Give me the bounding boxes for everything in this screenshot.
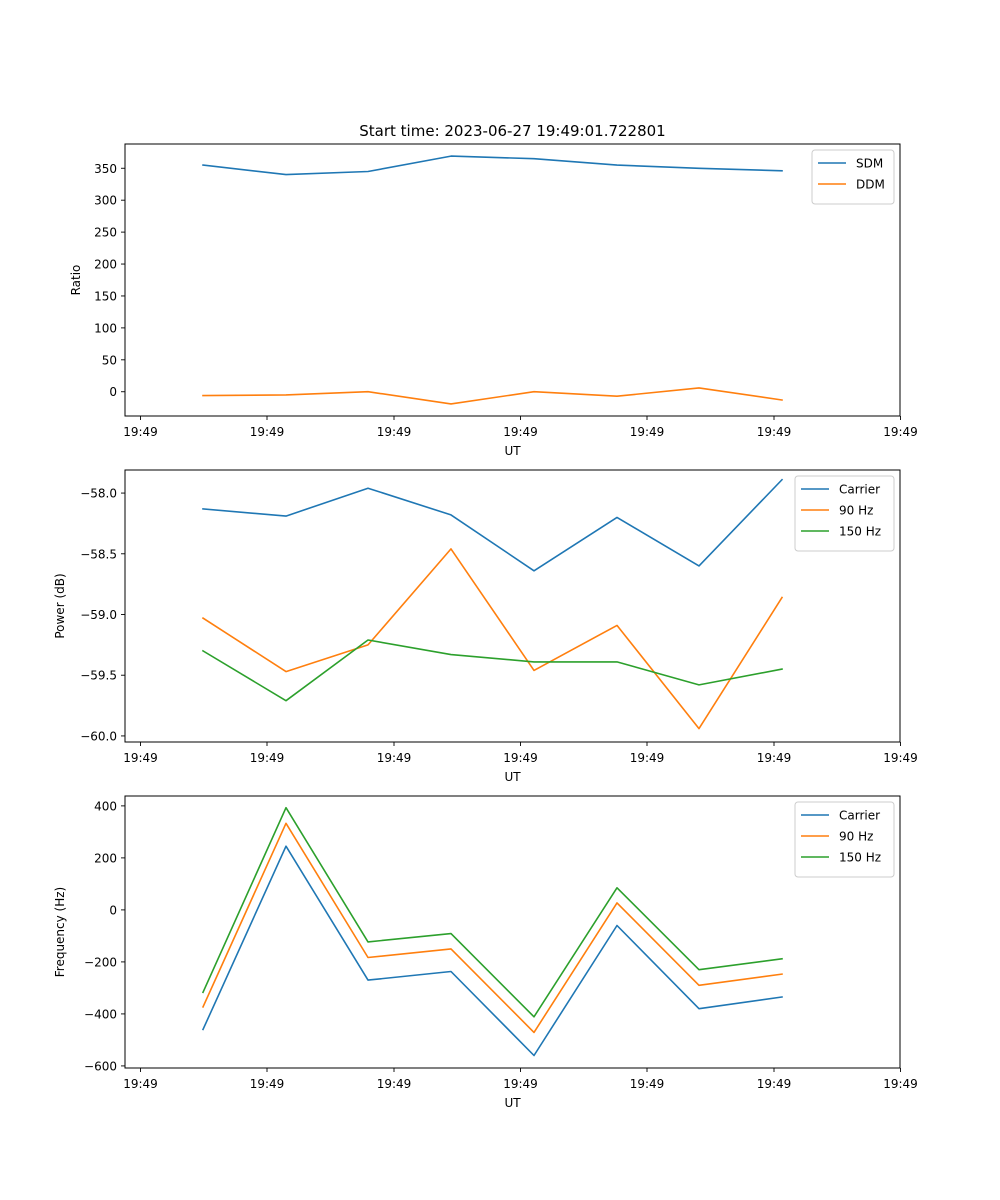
axes-frame: [124, 469, 901, 743]
legend-label: 90 Hz: [839, 830, 873, 844]
x-axis-label: UT: [504, 770, 521, 784]
legend-label: Carrier: [839, 809, 880, 823]
series-line-150-hz: [201, 806, 783, 1018]
y-tick-label: −58.5: [80, 547, 117, 561]
x-tick-label: 19:49: [883, 425, 918, 439]
x-tick-label: 19:49: [630, 425, 665, 439]
y-axis-label: Frequency (Hz): [53, 887, 67, 978]
chart-panel-2: 19:49 19:49 19:49 19:49 19:49 19:49 19:49 −60.0…: [53, 469, 918, 784]
x-tick-label: 19:49: [630, 751, 665, 765]
y-tick-label: −600: [84, 1059, 117, 1073]
legend-label: 150 Hz: [839, 851, 881, 865]
legend: Carrier 90 Hz 150 Hz: [794, 475, 895, 552]
figure-title: Start time: 2023-06-27 19:49:01.722801: [359, 122, 665, 140]
legend-label: SDM: [856, 157, 883, 171]
series-line-sdm: [202, 155, 783, 176]
y-axis-label: Ratio: [69, 265, 83, 296]
legend: Carrier 90 Hz 150 Hz: [794, 801, 895, 878]
series-line-90-hz: [201, 822, 783, 1034]
series-line-ddm: [202, 387, 783, 405]
chart-panel-1: 19:49 19:49 19:49 19:49 19:49 19:49 19:49 0 50 10…: [69, 143, 918, 458]
x-tick-label: 19:49: [250, 1077, 285, 1091]
x-tick-label: 19:49: [377, 751, 412, 765]
legend-label: Carrier: [839, 483, 880, 497]
x-tick-label: 19:49: [250, 425, 285, 439]
x-tick-label: 19:49: [630, 1077, 665, 1091]
y-tick-label: 400: [94, 799, 117, 813]
x-tick-label: 19:49: [123, 1077, 158, 1091]
y-axis-label: Power (dB): [53, 573, 67, 638]
x-tick-label: 19:49: [250, 751, 285, 765]
y-tick-label: 0: [109, 385, 117, 399]
y-tick-label: −59.5: [80, 669, 117, 683]
x-tick-label: 19:49: [377, 425, 412, 439]
axes-root: 19:49 19:49 19:49 19:49 19:49 19:49 19:49 0 50 10…: [53, 143, 918, 1110]
x-tick-label: 19:49: [757, 425, 792, 439]
series-line-carrier: [201, 845, 783, 1057]
x-axis-label: UT: [504, 1096, 521, 1110]
x-tick-label: 19:49: [377, 1077, 412, 1091]
y-tick-label: 250: [94, 226, 117, 240]
series-line-carrier: [202, 478, 784, 572]
legend-label: DDM: [856, 178, 885, 192]
y-tick-label: −58.0: [80, 487, 117, 501]
x-tick-label: 19:49: [123, 751, 158, 765]
x-tick-label: 19:49: [883, 1077, 918, 1091]
axes-frame: [124, 143, 901, 417]
series-line-150-hz: [201, 639, 783, 702]
x-tick-label: 19:49: [757, 1077, 792, 1091]
chart-panel-3: 19:49 19:49 19:49 19:49 19:49 19:49 19:49 −600 −…: [53, 795, 918, 1110]
x-tick-label: 19:49: [503, 425, 538, 439]
y-tick-label: 350: [94, 162, 117, 176]
y-tick-label: −60.0: [80, 729, 117, 743]
x-tick-label: 19:49: [503, 751, 538, 765]
legend-label: 150 Hz: [839, 525, 881, 539]
y-tick-label: 100: [94, 321, 117, 335]
y-tick-label: 300: [94, 194, 117, 208]
legend: SDM DDM: [811, 149, 895, 205]
y-tick-label: 0: [109, 903, 117, 917]
y-tick-label: −200: [84, 955, 117, 969]
y-tick-label: 200: [94, 851, 117, 865]
axes-frame: [124, 795, 901, 1069]
legend-box: [794, 801, 895, 878]
y-tick-label: 150: [94, 289, 117, 303]
x-tick-label: 19:49: [123, 425, 158, 439]
y-tick-label: −59.0: [80, 608, 117, 622]
series-line-90-hz: [201, 548, 784, 730]
x-tick-label: 19:49: [503, 1077, 538, 1091]
y-tick-label: −400: [84, 1007, 117, 1021]
legend-box: [794, 475, 895, 552]
x-tick-label: 19:49: [757, 751, 792, 765]
y-tick-label: 200: [94, 258, 117, 272]
legend-label: 90 Hz: [839, 504, 873, 518]
y-tick-label: 50: [102, 353, 117, 367]
x-tick-label: 19:49: [883, 751, 918, 765]
x-axis-label: UT: [504, 444, 521, 458]
